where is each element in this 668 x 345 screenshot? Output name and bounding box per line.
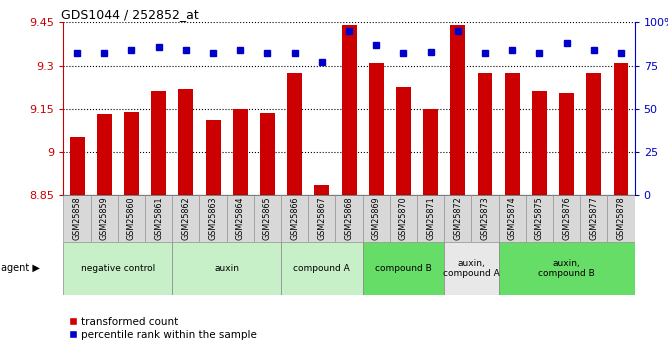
Bar [532,91,547,195]
Text: GSM25871: GSM25871 [426,196,435,240]
Bar [172,241,281,295]
Text: GSM25877: GSM25877 [589,196,599,240]
Bar [559,93,574,195]
Bar [97,115,112,195]
Text: GSM25875: GSM25875 [535,196,544,240]
Bar [363,241,444,295]
Bar [526,195,553,242]
Bar [281,241,363,295]
Bar [417,195,444,242]
Text: GSM25864: GSM25864 [236,196,244,240]
Text: GSM25865: GSM25865 [263,196,272,240]
Bar [91,195,118,242]
Text: GSM25861: GSM25861 [154,196,163,240]
Text: GSM25858: GSM25858 [73,196,81,240]
Bar [444,195,472,242]
Bar [498,195,526,242]
Text: GSM25866: GSM25866 [290,196,299,240]
Text: negative control: negative control [81,264,155,273]
Text: GSM25872: GSM25872 [454,196,462,240]
Bar [553,195,580,242]
Bar [200,195,226,242]
Text: GSM25873: GSM25873 [480,196,490,240]
Text: compound A: compound A [293,264,350,273]
Bar [478,73,492,195]
Bar [607,195,635,242]
Bar [369,63,383,195]
Text: auxin: auxin [214,264,239,273]
Bar [178,89,193,195]
Text: GDS1044 / 252852_at: GDS1044 / 252852_at [61,8,198,21]
Bar [69,137,85,195]
Bar [281,195,308,242]
Bar [335,195,363,242]
Bar [206,120,220,195]
Bar [580,195,607,242]
Legend: transformed count, percentile rank within the sample: transformed count, percentile rank withi… [69,317,257,340]
Bar [498,241,635,295]
Bar [587,73,601,195]
Text: GSM25878: GSM25878 [617,196,625,240]
Bar [287,73,302,195]
Bar [308,195,335,242]
Text: agent ▶: agent ▶ [1,263,40,273]
Bar [472,195,498,242]
Text: GSM25860: GSM25860 [127,196,136,240]
Text: GSM25862: GSM25862 [181,196,190,240]
Text: GSM25874: GSM25874 [508,196,517,240]
Bar [63,195,91,242]
Bar [341,25,357,195]
Text: GSM25868: GSM25868 [345,196,353,240]
Text: GSM25867: GSM25867 [317,196,327,240]
Text: GSM25863: GSM25863 [208,196,218,240]
Text: auxin,
compound B: auxin, compound B [538,258,595,278]
Bar [444,241,498,295]
Text: compound B: compound B [375,264,432,273]
Bar [423,109,438,195]
Text: GSM25870: GSM25870 [399,196,408,240]
Bar [396,87,411,195]
Bar [505,73,520,195]
Text: GSM25859: GSM25859 [100,196,109,240]
Bar [254,195,281,242]
Text: auxin,
compound A: auxin, compound A [443,258,500,278]
Bar [390,195,417,242]
Bar [450,25,466,195]
Bar [363,195,390,242]
Bar [613,63,629,195]
Bar [172,195,200,242]
Bar [63,241,172,295]
Bar [232,109,248,195]
Text: GSM25869: GSM25869 [371,196,381,240]
Bar [118,195,145,242]
Bar [145,195,172,242]
Bar [151,91,166,195]
Bar [226,195,254,242]
Bar [124,111,139,195]
Bar [315,185,329,195]
Bar [260,113,275,195]
Text: GSM25876: GSM25876 [562,196,571,240]
